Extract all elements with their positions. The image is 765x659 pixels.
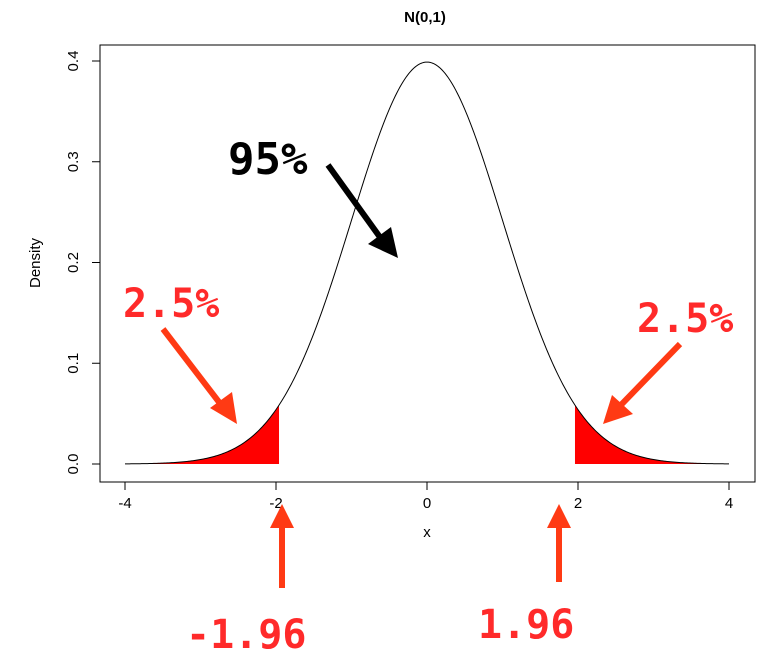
x-axis-label: x	[423, 524, 431, 541]
left-cutoff-label: -1.96	[186, 612, 306, 658]
x-tick-label: 0	[423, 495, 431, 512]
density-curve	[124, 61, 730, 465]
y-tick-label: 0.0	[65, 454, 82, 475]
center-arrow-head	[368, 227, 398, 258]
left-tail-area	[125, 405, 280, 464]
right-tail-arrow-head	[603, 395, 633, 424]
right-tail-percent-label: 2.5%	[637, 296, 733, 342]
left-tail-arrow-shaft	[160, 327, 225, 408]
y-tick-label: 0.4	[65, 51, 82, 72]
left-tail-arrow-head	[210, 392, 237, 424]
right-tail-area	[574, 405, 729, 464]
y-tick-label: 0.3	[65, 151, 82, 172]
y-axis: 0.0 0.1 0.2 0.3 0.4	[65, 51, 101, 475]
x-tick-label: -2	[269, 495, 282, 512]
x-axis: -4 -2 0 2 4	[118, 481, 733, 512]
right-cutoff-label: 1.96	[478, 602, 574, 648]
y-tick-label: 0.2	[65, 252, 82, 273]
plot-frame	[99, 44, 756, 483]
y-axis-label: Density	[27, 237, 44, 288]
left-tail-percent-label: 2.5%	[123, 281, 219, 327]
x-tick-label: 4	[725, 495, 733, 512]
x-tick-label: 2	[574, 495, 582, 512]
left-cutoff-arrow-head	[270, 504, 294, 528]
center-percent-label: 95%	[228, 134, 308, 185]
x-tick-label: -4	[118, 495, 131, 512]
y-tick-label: 0.1	[65, 353, 82, 374]
chart-title: N(0,1)	[404, 9, 446, 26]
right-cutoff-arrow-head	[547, 504, 571, 528]
right-tail-arrow-shaft	[615, 341, 683, 411]
center-arrow-shaft	[325, 163, 385, 242]
